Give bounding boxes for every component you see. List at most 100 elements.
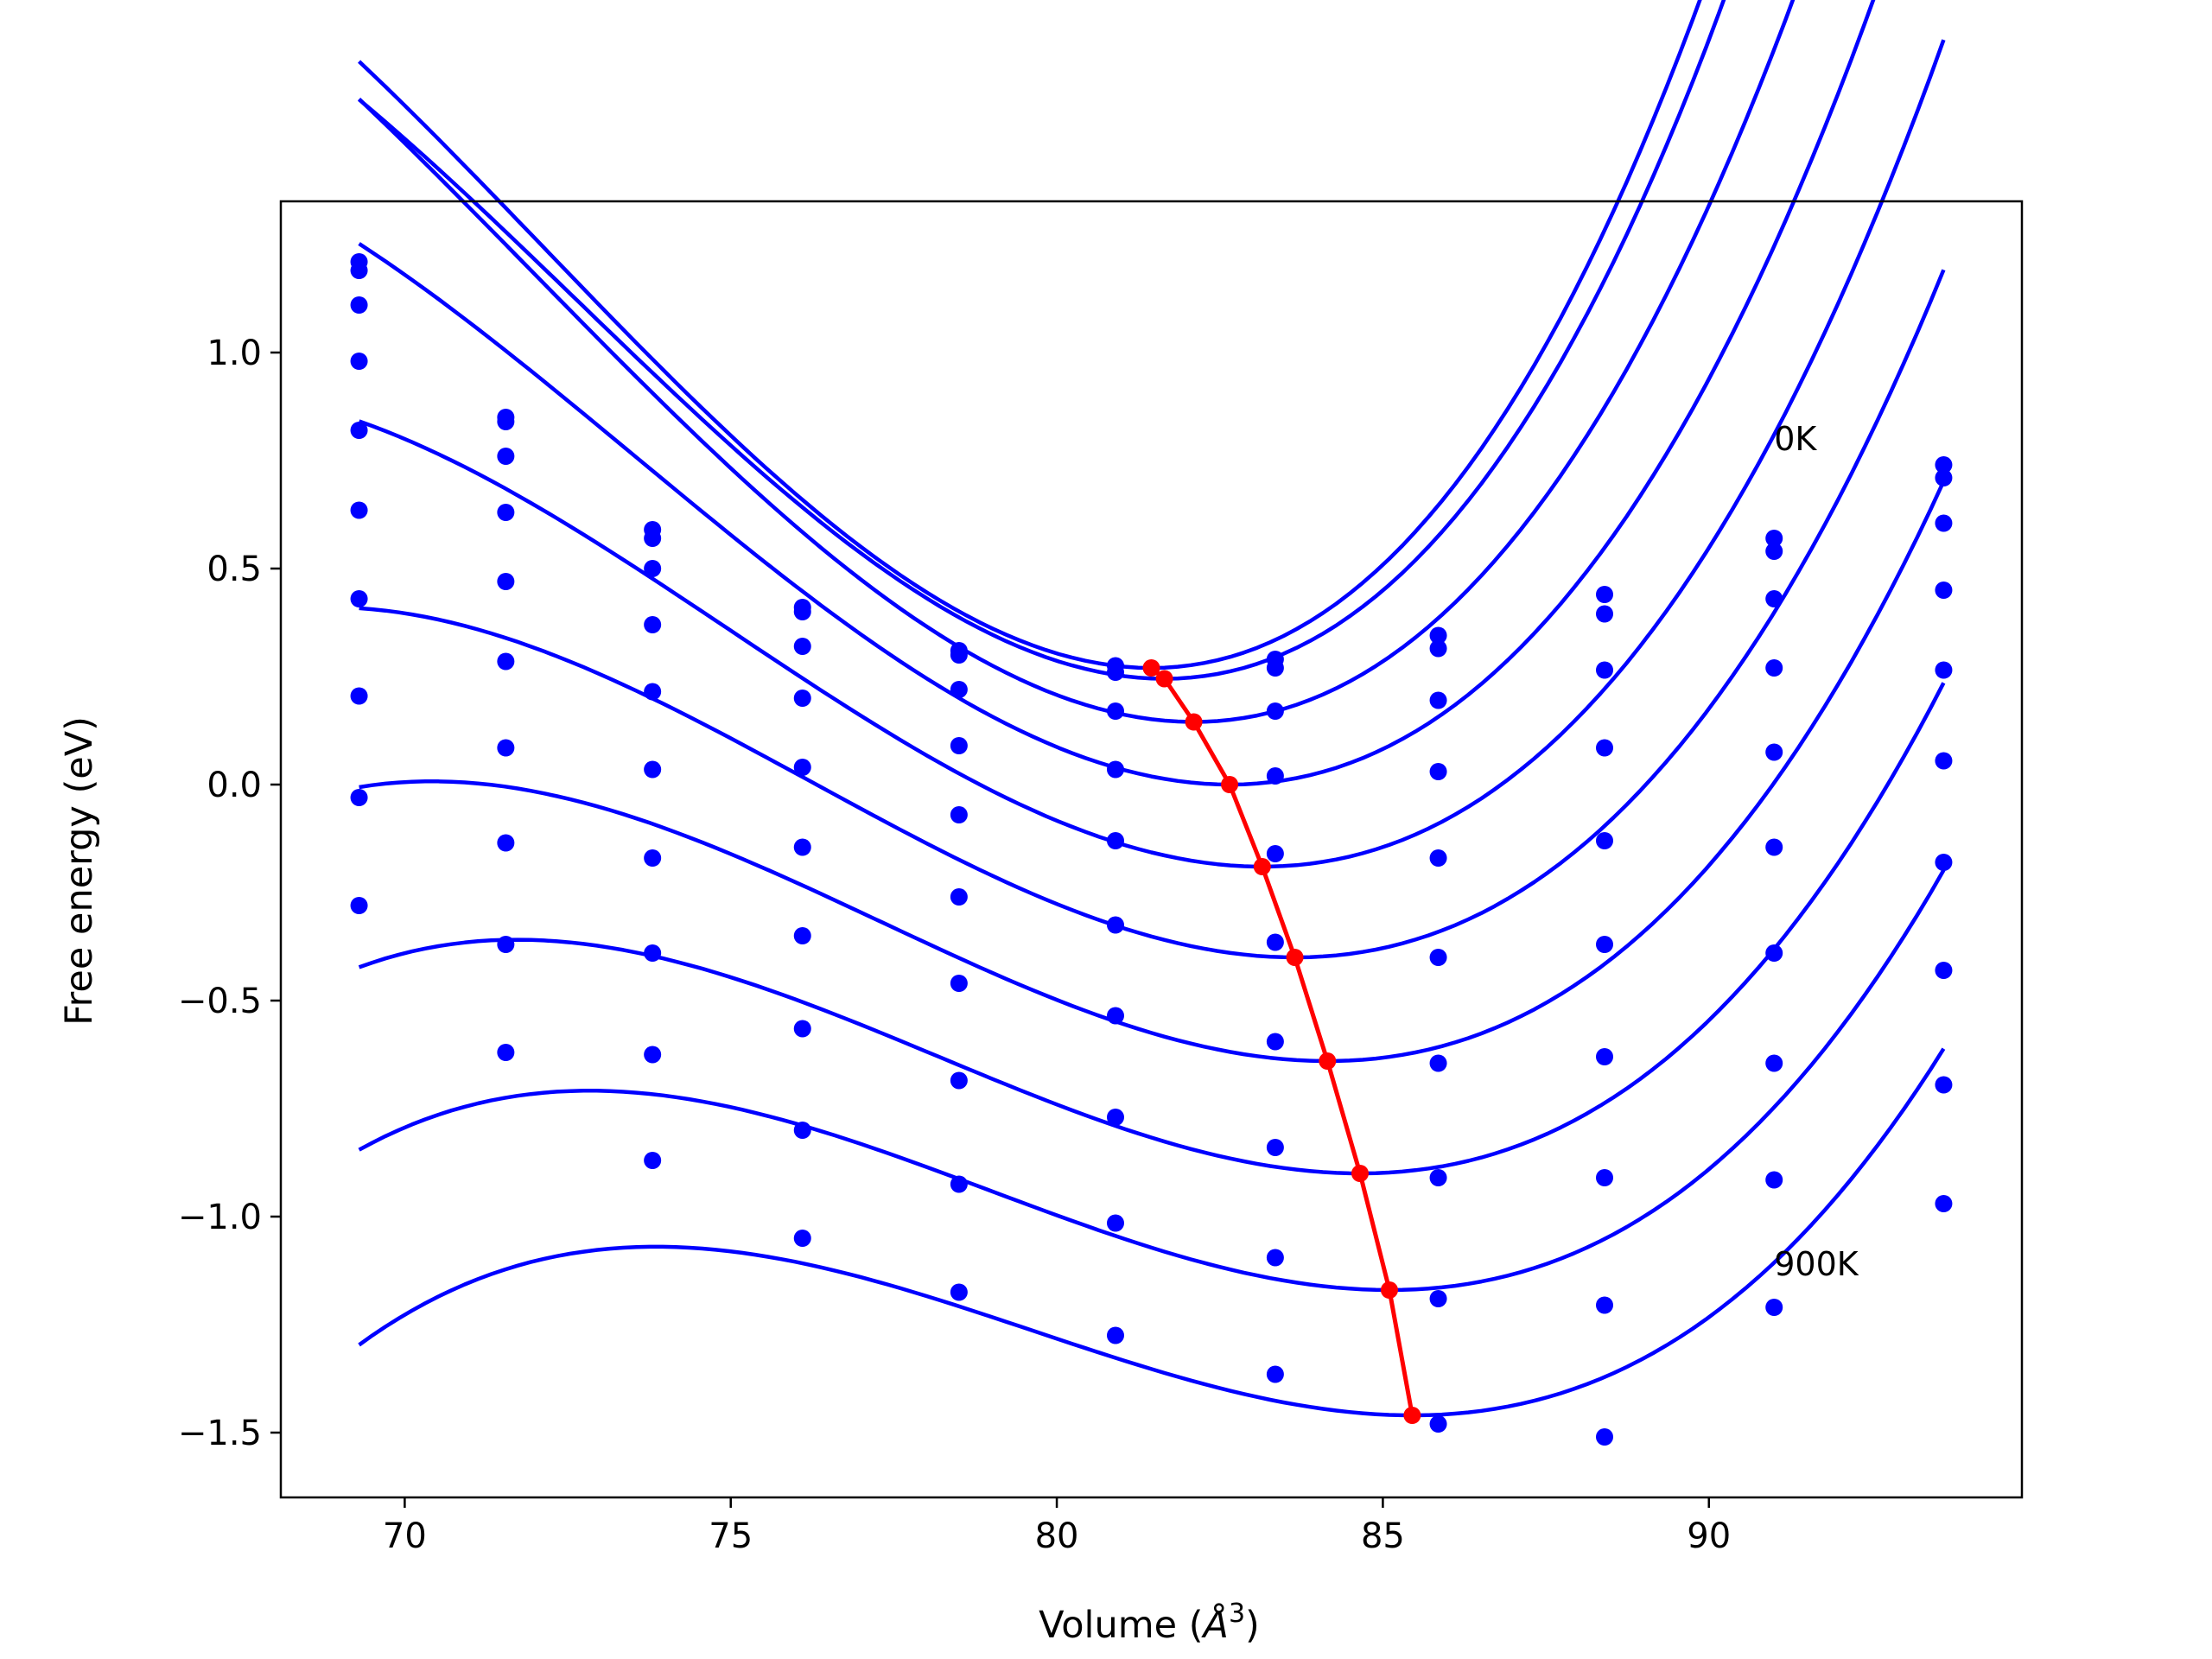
data-point bbox=[950, 737, 968, 754]
data-point bbox=[350, 501, 368, 519]
data-point bbox=[497, 739, 515, 757]
data-point bbox=[1266, 933, 1284, 951]
data-point bbox=[950, 975, 968, 992]
x-axis-label-main: Volume ( bbox=[1039, 1604, 1203, 1647]
data-point bbox=[644, 944, 662, 962]
y-tick-label: 1.0 bbox=[207, 334, 262, 373]
minimum-point bbox=[1351, 1165, 1369, 1182]
data-point bbox=[793, 838, 811, 856]
x-axis-ticks: 70 75 80 85 90 bbox=[383, 1497, 1731, 1556]
minima-line-group bbox=[1142, 659, 1421, 1424]
x-axis-label-close: ) bbox=[1245, 1604, 1260, 1647]
data-point bbox=[950, 1283, 968, 1301]
data-point bbox=[1106, 1214, 1124, 1232]
data-point bbox=[497, 652, 515, 671]
plot-frame bbox=[279, 200, 2024, 1499]
data-point bbox=[1266, 1033, 1284, 1051]
data-point bbox=[1596, 936, 1614, 953]
fit-curve bbox=[359, 269, 1946, 960]
data-point bbox=[644, 560, 662, 577]
data-point bbox=[1429, 763, 1447, 780]
data-point bbox=[1596, 586, 1614, 603]
data-point bbox=[1266, 845, 1284, 862]
data-point bbox=[1106, 1007, 1124, 1025]
data-point bbox=[644, 849, 662, 867]
data-point bbox=[1765, 530, 1783, 547]
data-point bbox=[950, 1071, 968, 1090]
data-point bbox=[644, 683, 662, 701]
data-point bbox=[1106, 832, 1124, 849]
data-point bbox=[1429, 849, 1447, 867]
data-point bbox=[1596, 1169, 1614, 1186]
y-axis-label: Free energy (eV) bbox=[58, 716, 101, 1026]
data-point bbox=[1596, 1296, 1614, 1314]
y-tick-label: −1.0 bbox=[178, 1198, 262, 1237]
minimum-point bbox=[1185, 713, 1203, 731]
minimum-point bbox=[1286, 949, 1304, 966]
data-point bbox=[350, 353, 368, 370]
data-point bbox=[497, 448, 515, 465]
fit-curve bbox=[358, 0, 1726, 681]
data-point bbox=[1429, 1290, 1447, 1307]
data-point bbox=[950, 646, 968, 664]
x-tick-label: 80 bbox=[1035, 1516, 1079, 1556]
x-axis-label: Volume (Å3) bbox=[1039, 1599, 1260, 1647]
data-point bbox=[350, 789, 368, 806]
minimum-point bbox=[1319, 1052, 1337, 1070]
data-point bbox=[497, 504, 515, 521]
temperature-annotation: 900K bbox=[1774, 1245, 1859, 1283]
data-point bbox=[1106, 1109, 1124, 1126]
data-point bbox=[1429, 1169, 1447, 1186]
y-axis-ticks: 1.0 0.5 0.0 −0.5 −1.0 −1.5 bbox=[178, 334, 281, 1453]
data-point bbox=[950, 888, 968, 906]
data-point bbox=[1429, 1415, 1447, 1433]
data-point bbox=[644, 616, 662, 633]
x-axis-label-exponent: 3 bbox=[1229, 1599, 1245, 1629]
data-point bbox=[793, 638, 811, 655]
fit-curve bbox=[359, 480, 1946, 1064]
x-axis-label-unit: Å bbox=[1201, 1603, 1229, 1647]
data-point bbox=[1935, 962, 1953, 979]
data-point bbox=[793, 1122, 811, 1139]
data-point bbox=[1429, 949, 1447, 966]
data-point bbox=[350, 262, 368, 279]
x-tick-label: 85 bbox=[1361, 1516, 1405, 1556]
data-point bbox=[1106, 916, 1124, 934]
data-point bbox=[1429, 691, 1447, 709]
x-tick-label: 75 bbox=[709, 1516, 753, 1556]
data-point bbox=[793, 690, 811, 707]
data-point bbox=[1765, 743, 1783, 761]
data-point bbox=[1106, 664, 1124, 681]
data-point bbox=[1266, 1249, 1284, 1267]
data-point bbox=[1429, 626, 1447, 645]
x-tick-label: 90 bbox=[1687, 1516, 1731, 1556]
fit-curve bbox=[358, 1047, 1946, 1418]
temperature-annotation: 0K bbox=[1774, 420, 1817, 458]
data-point bbox=[1765, 659, 1783, 677]
data-point bbox=[497, 413, 515, 430]
y-tick-label: 0.0 bbox=[207, 766, 262, 805]
data-point bbox=[1935, 661, 1953, 679]
minimum-point bbox=[1221, 776, 1239, 793]
minimum-point bbox=[1380, 1281, 1398, 1299]
data-point bbox=[1266, 659, 1284, 677]
data-point bbox=[793, 927, 811, 944]
data-point bbox=[1429, 1054, 1447, 1072]
data-point bbox=[950, 1175, 968, 1193]
data-point bbox=[350, 590, 368, 607]
data-point bbox=[644, 530, 662, 547]
data-point bbox=[793, 603, 811, 620]
minimum-point bbox=[1142, 659, 1160, 677]
data-point bbox=[1266, 1365, 1284, 1383]
data-point bbox=[350, 897, 368, 914]
data-point bbox=[1596, 1048, 1614, 1065]
data-point bbox=[497, 834, 515, 852]
data-point bbox=[1765, 543, 1783, 560]
data-point bbox=[350, 296, 368, 314]
minimum-point bbox=[1253, 858, 1271, 875]
data-point bbox=[1266, 702, 1284, 720]
data-point bbox=[1935, 582, 1953, 599]
data-point bbox=[1765, 1299, 1783, 1316]
data-point bbox=[1106, 760, 1124, 779]
